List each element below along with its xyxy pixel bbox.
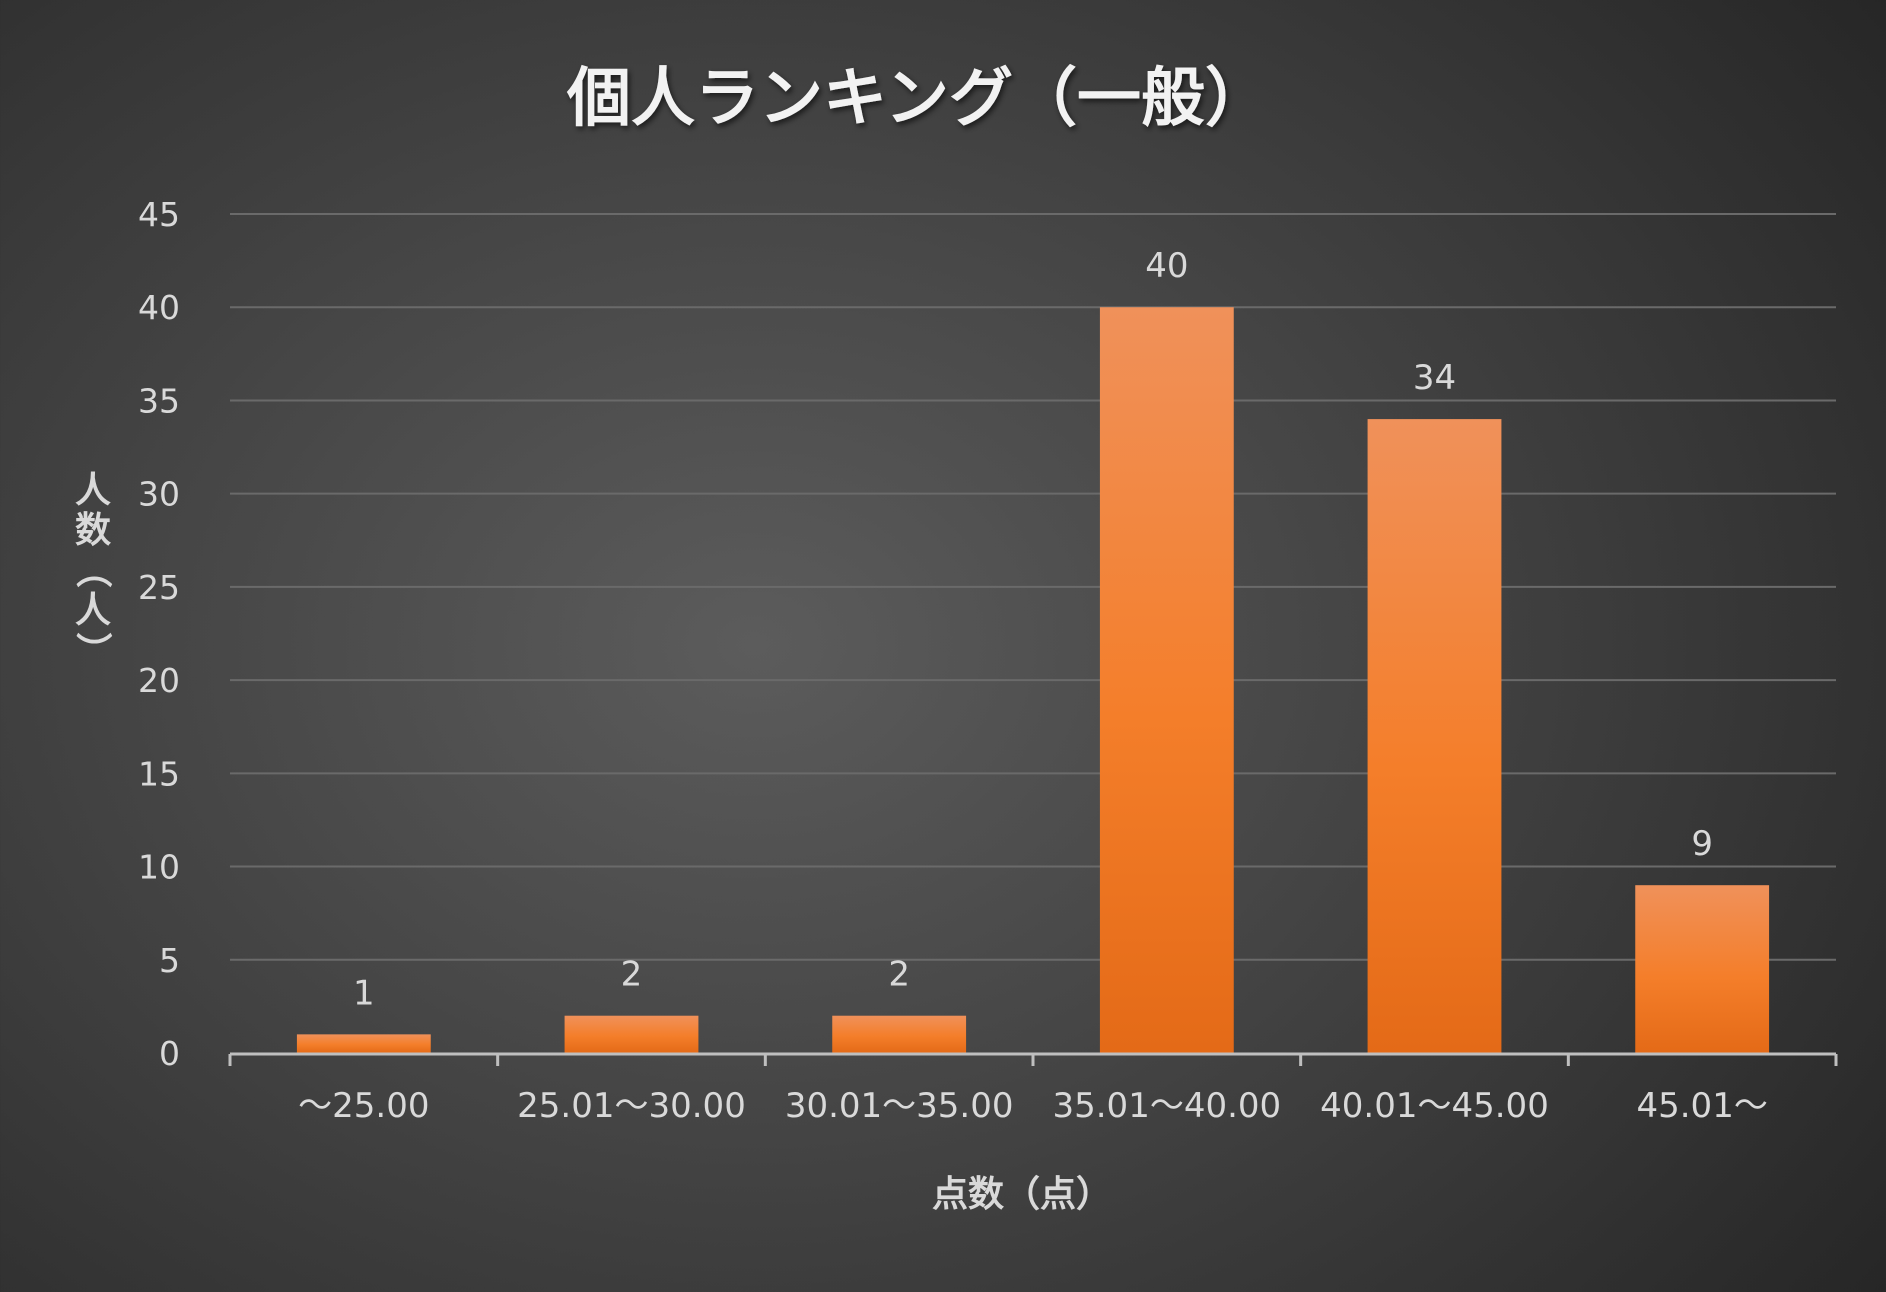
- x-category-label: 35.01～40.00: [1052, 1086, 1281, 1126]
- data-label: 9: [1691, 824, 1713, 864]
- x-category-label: ～25.00: [298, 1086, 429, 1126]
- y-tick-label: 5: [159, 941, 180, 980]
- data-label: 2: [621, 955, 643, 995]
- data-labels: 1 2 2 40 34 9: [353, 246, 1713, 1013]
- y-tick-label: 35: [138, 381, 180, 420]
- bar: [564, 1015, 699, 1053]
- x-category-label: 25.01～30.00: [517, 1086, 746, 1126]
- x-category-label: 40.01～45.00: [1320, 1086, 1549, 1126]
- y-tick-label: 10: [138, 848, 180, 887]
- y-tick-label: 15: [138, 754, 180, 793]
- gridlines: [230, 213, 1836, 961]
- bar: [832, 1015, 967, 1053]
- y-axis-title: 人数（人）: [72, 470, 113, 668]
- y-axis-title-char: 数: [75, 510, 111, 551]
- y-tick-label: 45: [138, 195, 180, 234]
- y-axis-title-char: ）: [72, 632, 113, 668]
- y-tick-label: 20: [138, 661, 180, 700]
- y-axis-title-char: 人: [75, 590, 111, 631]
- data-label: 34: [1413, 358, 1456, 398]
- y-axis-title-char: 人: [75, 470, 111, 511]
- y-tick-label: 25: [138, 568, 180, 607]
- bars: [296, 307, 1770, 1054]
- y-axis-tick-labels: 0 5 10 15 20 25 30 35 40 45: [138, 195, 180, 1073]
- y-tick-label: 40: [138, 288, 180, 327]
- y-axis-title-char: （: [72, 552, 113, 588]
- x-axis-title: 点数（点）: [932, 1174, 1112, 1215]
- data-label: 2: [888, 955, 910, 995]
- bar: [1635, 885, 1770, 1053]
- x-axis-category-labels: ～25.00 25.01～30.00 30.01～35.00 35.01～40.00 4…: [298, 1086, 1768, 1126]
- bar: [296, 1034, 431, 1053]
- y-tick-label: 30: [138, 475, 180, 514]
- x-category-label: 30.01～35.00: [785, 1086, 1014, 1126]
- data-label: 1: [353, 973, 375, 1013]
- bar: [1367, 419, 1502, 1054]
- x-axis: [228, 1052, 1838, 1066]
- bar: [1099, 307, 1234, 1053]
- y-tick-label: 0: [159, 1034, 180, 1073]
- data-label: 40: [1145, 246, 1188, 286]
- chart-title: 個人ランキング（一般）: [566, 62, 1269, 136]
- x-category-label: 45.01～: [1636, 1086, 1767, 1126]
